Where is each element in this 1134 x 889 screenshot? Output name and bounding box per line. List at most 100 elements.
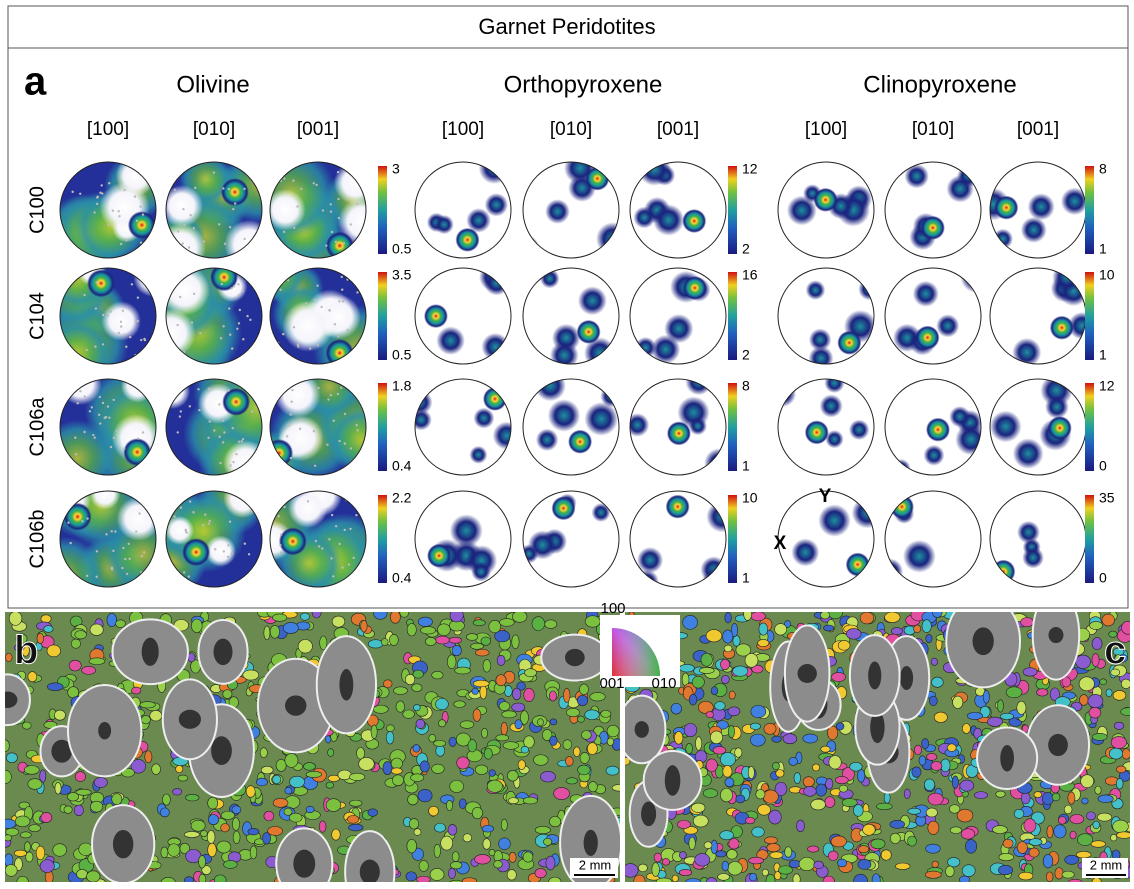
grain [198,873,207,882]
grain [242,669,260,681]
grain [450,861,463,870]
pf-density [685,379,712,396]
grain [827,725,839,740]
pf-density [955,423,981,456]
pf-point [314,539,318,543]
grain [373,612,388,620]
pf-point [125,345,128,348]
grain [662,858,670,866]
grain [827,850,839,861]
grain [1115,765,1127,773]
pf-density [960,268,981,293]
pole-figure [415,162,511,258]
pf-point [249,318,252,322]
grain [1108,630,1118,638]
grain [486,779,503,793]
pf-point [106,405,110,408]
garnet-core [868,661,882,690]
grain [638,863,648,873]
grain [793,772,801,784]
grain [449,779,464,793]
grain [520,745,530,754]
pf-density [633,206,656,229]
grain [40,812,53,823]
pf-point [138,512,141,515]
grain [926,753,938,761]
pf-point [114,530,117,533]
pf-point [228,520,232,523]
pf-point [220,282,224,286]
pf-point [135,219,139,223]
grain [921,738,930,749]
grain [534,826,551,834]
pf-outline [629,490,727,588]
pole-figure [990,379,1086,475]
grain [588,781,598,793]
pf-low [224,219,262,258]
grain [325,798,342,812]
grain [1096,812,1113,822]
pf-point [250,410,254,413]
grain [727,706,741,717]
pf-density [1012,438,1044,469]
grain [1110,834,1118,842]
grain [93,776,108,788]
grain [537,718,544,727]
grain [522,796,538,805]
pf-outline [269,161,367,259]
pf-outline [414,267,512,365]
grain [292,786,308,796]
grain [511,634,520,650]
colorbar [1085,383,1094,471]
grain [728,690,736,700]
pf-point [237,440,241,443]
pf-density [1012,337,1042,364]
axis-label: [010] [912,119,954,140]
grain [606,724,620,738]
pf-point [291,388,294,392]
garnet-core [870,711,885,744]
grain [431,670,444,680]
grain [758,622,768,636]
grain [231,805,242,814]
grain [1121,620,1130,635]
grain [81,666,96,675]
grain [929,695,938,707]
grain [410,773,425,782]
pf-point [107,223,110,227]
grain [24,841,31,853]
grain [514,719,523,730]
grain [731,623,739,637]
grain [451,851,460,862]
pf-point [321,547,324,550]
grain [1078,676,1095,692]
grain [841,798,858,808]
grain [68,659,82,672]
pf-point [343,528,346,532]
pf-density [805,280,826,300]
grain [267,826,283,836]
grain [719,830,734,841]
grain [720,787,733,803]
pole-figure [778,379,874,475]
ipf-legend: 100 001 010 [599,600,680,692]
grain [1036,688,1049,697]
pf-point [207,387,211,391]
pf-point [312,429,316,433]
pf-point [230,287,233,290]
grain [1061,676,1072,688]
grain [516,681,526,691]
grain [76,869,88,880]
grain [775,769,785,778]
grain [1101,613,1115,627]
grain [633,874,646,882]
grain [927,820,940,835]
pf-density [848,419,870,441]
grain [412,744,421,753]
grain [1067,878,1083,882]
pf-point [221,419,225,422]
pf-max [63,502,92,531]
grain [435,698,449,711]
garnet-core [98,722,112,740]
